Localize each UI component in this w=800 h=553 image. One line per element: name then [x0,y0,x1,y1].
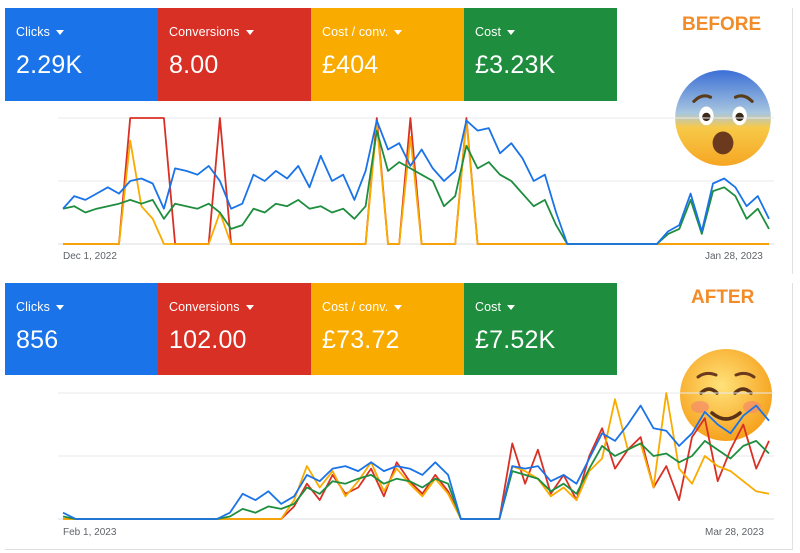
x-axis-end-label: Jan 28, 2023 [705,251,763,262]
after-label: AFTER [691,287,755,308]
x-axis-start-label: Dec 1, 2022 [63,251,117,262]
metric-cards: Clicks 856 Conversions 102.00 Cost / con… [5,283,617,375]
metric-card-cost[interactable]: Cost £3.23K [464,8,617,101]
before-label: BEFORE [682,14,762,35]
metric-card-clicks[interactable]: Clicks 2.29K [5,8,158,101]
before-panel: Clicks 2.29K Conversions 8.00 Cost / con… [5,8,793,274]
metric-value: £404 [322,51,379,79]
metric-value: 8.00 [169,51,219,79]
metric-label: Clicks [16,300,50,314]
metric-label: Cost [475,300,502,314]
series-line-conversions [63,417,770,520]
metric-card-clicks[interactable]: Clicks 856 [5,283,158,375]
series-line-cost [62,439,770,520]
metric-card-cost-per-conv[interactable]: Cost / conv. £73.72 [311,283,464,375]
metric-value: 2.29K [16,51,83,79]
metric-value: £3.23K [475,51,556,79]
metric-card-cost-per-conv[interactable]: Cost / conv. £404 [311,8,464,101]
caret-down-icon[interactable] [245,305,254,310]
metric-label: Conversions [169,25,240,39]
metric-card-conversions[interactable]: Conversions 102.00 [158,283,311,375]
metric-label: Conversions [169,300,240,314]
caret-down-icon[interactable] [55,30,64,35]
metric-value: 102.00 [169,326,247,354]
chart-before [58,117,774,245]
x-axis-end-label: Mar 28, 2023 [705,527,764,538]
chart-after [58,392,774,520]
metric-value: £7.52K [475,326,556,354]
caret-down-icon[interactable] [394,30,403,35]
series-line-clicks [62,119,770,245]
metric-card-cost[interactable]: Cost £7.52K [464,283,617,375]
metric-label: Cost [475,25,502,39]
metric-label: Clicks [16,25,50,39]
series-line-clicks [62,404,770,520]
metric-label: Cost / conv. [322,25,389,39]
metric-card-conversions[interactable]: Conversions 8.00 [158,8,311,101]
metric-value: 856 [16,326,59,354]
caret-down-icon[interactable] [507,30,516,35]
metric-label: Cost / conv. [322,300,389,314]
caret-down-icon[interactable] [507,305,516,310]
after-panel: Clicks 856 Conversions 102.00 Cost / con… [5,283,793,550]
metric-value: £73.72 [322,326,400,354]
caret-down-icon[interactable] [394,305,403,310]
caret-down-icon[interactable] [55,305,64,310]
caret-down-icon[interactable] [245,30,254,35]
x-axis-start-label: Feb 1, 2023 [63,527,117,538]
smiling-face-icon [680,349,772,441]
metric-cards: Clicks 2.29K Conversions 8.00 Cost / con… [5,8,617,101]
